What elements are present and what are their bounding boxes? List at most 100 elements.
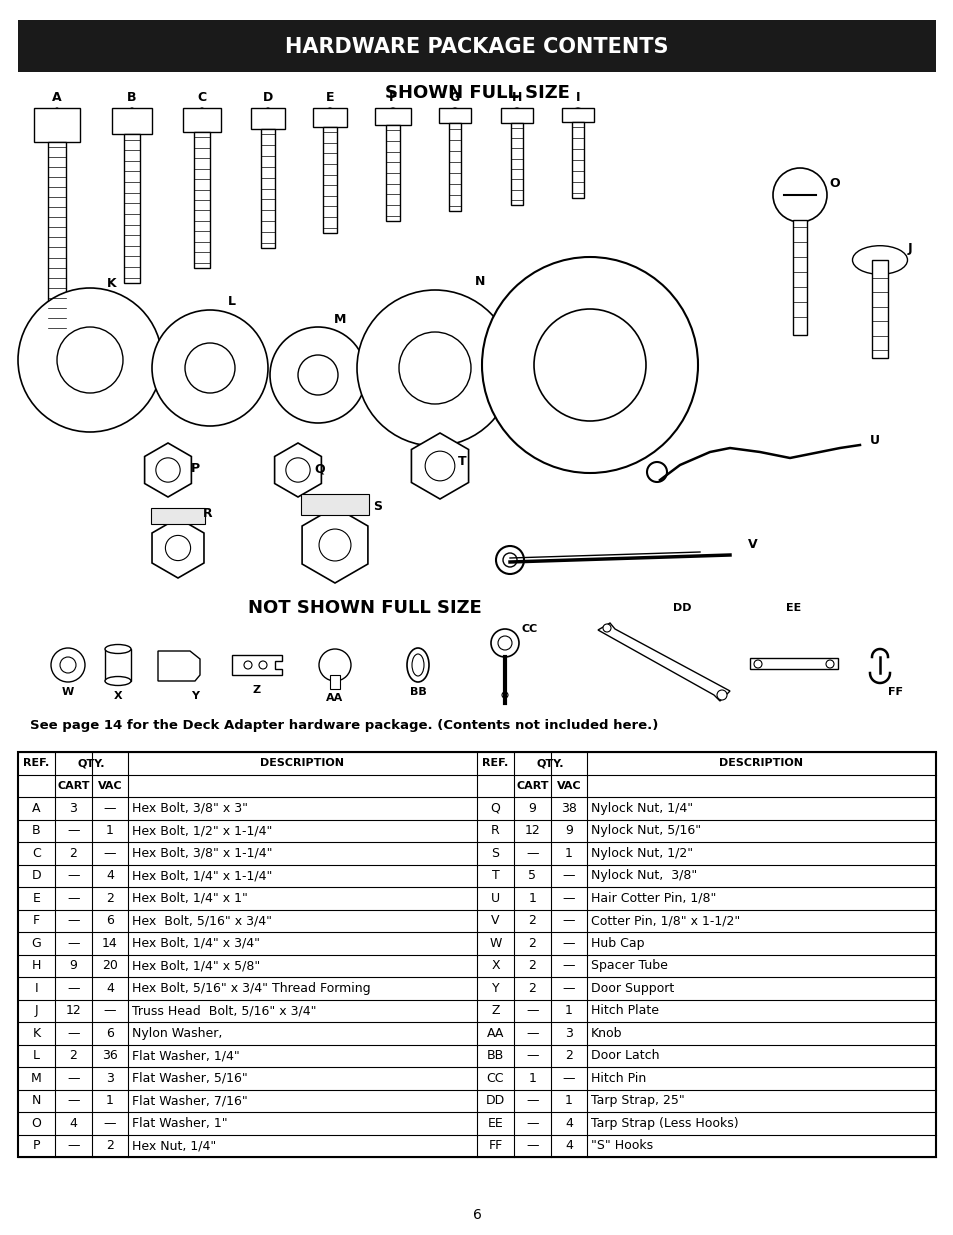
Text: —: — [562,960,575,972]
Text: J: J [906,242,911,254]
Bar [438,107,471,124]
Text: Hex Nut, 1/4": Hex Nut, 1/4" [132,1139,216,1152]
Text: Door Latch: Door Latch [590,1050,659,1062]
Bar [48,142,66,333]
Text: H: H [31,960,41,972]
Bar [18,20,935,72]
Text: EE: EE [487,1116,503,1130]
Bar [34,107,80,142]
Polygon shape [232,655,282,676]
Text: —: — [104,802,116,815]
Polygon shape [253,107,282,128]
Text: 1: 1 [106,824,113,837]
Text: A: A [52,91,62,104]
Circle shape [602,624,610,632]
Text: —: — [104,847,116,860]
Text: QTY.: QTY. [537,758,563,768]
Circle shape [318,650,351,680]
Text: Z: Z [253,685,261,695]
Bar [313,107,347,127]
Circle shape [825,659,833,668]
Bar [871,261,887,357]
Text: U: U [869,433,879,447]
Text: REF.: REF. [482,758,508,768]
Text: —: — [104,1116,116,1130]
Polygon shape [302,508,368,583]
Circle shape [155,458,180,482]
Text: REF.: REF. [24,758,50,768]
Text: P: P [191,462,199,475]
Text: Y: Y [491,982,498,994]
Bar [151,508,205,524]
Text: AA: AA [486,1026,503,1040]
Text: Hitch Plate: Hitch Plate [590,1004,659,1018]
Text: CART: CART [57,781,90,790]
Text: Nylock Nut, 1/4": Nylock Nut, 1/4" [590,802,693,815]
Ellipse shape [105,645,131,653]
Circle shape [18,288,162,432]
Circle shape [165,536,191,561]
Text: VAC: VAC [557,781,580,790]
Text: M: M [334,312,346,326]
Text: 2: 2 [528,960,536,972]
Circle shape [496,546,523,574]
Text: Hex  Bolt, 5/16" x 3/4": Hex Bolt, 5/16" x 3/4" [132,914,272,927]
Text: Hitch Pin: Hitch Pin [590,1072,645,1084]
Text: Cotter Pin, 1/8" x 1-1/2": Cotter Pin, 1/8" x 1-1/2" [590,914,740,927]
Text: —: — [526,1026,538,1040]
Bar [112,107,152,135]
Text: B: B [32,824,41,837]
Text: Hex Bolt, 1/4" x 1": Hex Bolt, 1/4" x 1" [132,892,248,905]
Circle shape [57,327,123,393]
Text: Q: Q [314,462,325,475]
Bar [330,676,339,689]
Text: 6: 6 [106,914,113,927]
Text: —: — [562,982,575,994]
Text: "S" Hooks: "S" Hooks [590,1139,653,1152]
Text: 9: 9 [528,802,536,815]
Text: Y: Y [191,692,199,701]
Text: O: O [829,177,840,190]
Polygon shape [145,443,192,496]
Text: Hair Cotter Pin, 1/8": Hair Cotter Pin, 1/8" [590,892,716,905]
Text: 1: 1 [528,1072,536,1084]
Bar [792,220,806,335]
Text: 2: 2 [106,1139,113,1152]
Text: 2: 2 [70,847,77,860]
Text: H: H [511,91,521,104]
Text: 4: 4 [564,1116,573,1130]
Bar [194,132,210,268]
Text: 38: 38 [560,802,577,815]
Text: Hub Cap: Hub Cap [590,937,644,950]
Text: J: J [34,1004,38,1018]
Text: A: A [32,802,41,815]
Text: —: — [526,1004,538,1018]
Text: —: — [526,1094,538,1108]
Text: Flat Washer, 1/4": Flat Washer, 1/4" [132,1050,239,1062]
Text: C: C [197,91,207,104]
Text: 2: 2 [106,892,113,905]
Polygon shape [158,651,200,680]
Circle shape [51,648,85,682]
Text: 20: 20 [102,960,118,972]
Text: DESCRIPTION: DESCRIPTION [260,758,344,768]
Text: D: D [31,869,41,882]
Polygon shape [411,433,468,499]
Text: —: — [562,914,575,927]
Text: R: R [491,824,499,837]
Circle shape [646,462,666,482]
Text: K: K [107,277,116,290]
Text: U: U [491,892,499,905]
Text: 1: 1 [564,847,573,860]
Text: —: — [526,847,538,860]
Text: Nylock Nut,  3/8": Nylock Nut, 3/8" [590,869,697,882]
Polygon shape [563,107,592,121]
Text: 4: 4 [564,1139,573,1152]
Bar [105,650,131,680]
Text: BB: BB [409,687,426,697]
Text: 4: 4 [106,869,113,882]
Text: K: K [32,1026,41,1040]
Text: Tarp Strap, 25": Tarp Strap, 25" [590,1094,684,1108]
Text: —: — [526,1116,538,1130]
Text: V: V [747,538,757,552]
